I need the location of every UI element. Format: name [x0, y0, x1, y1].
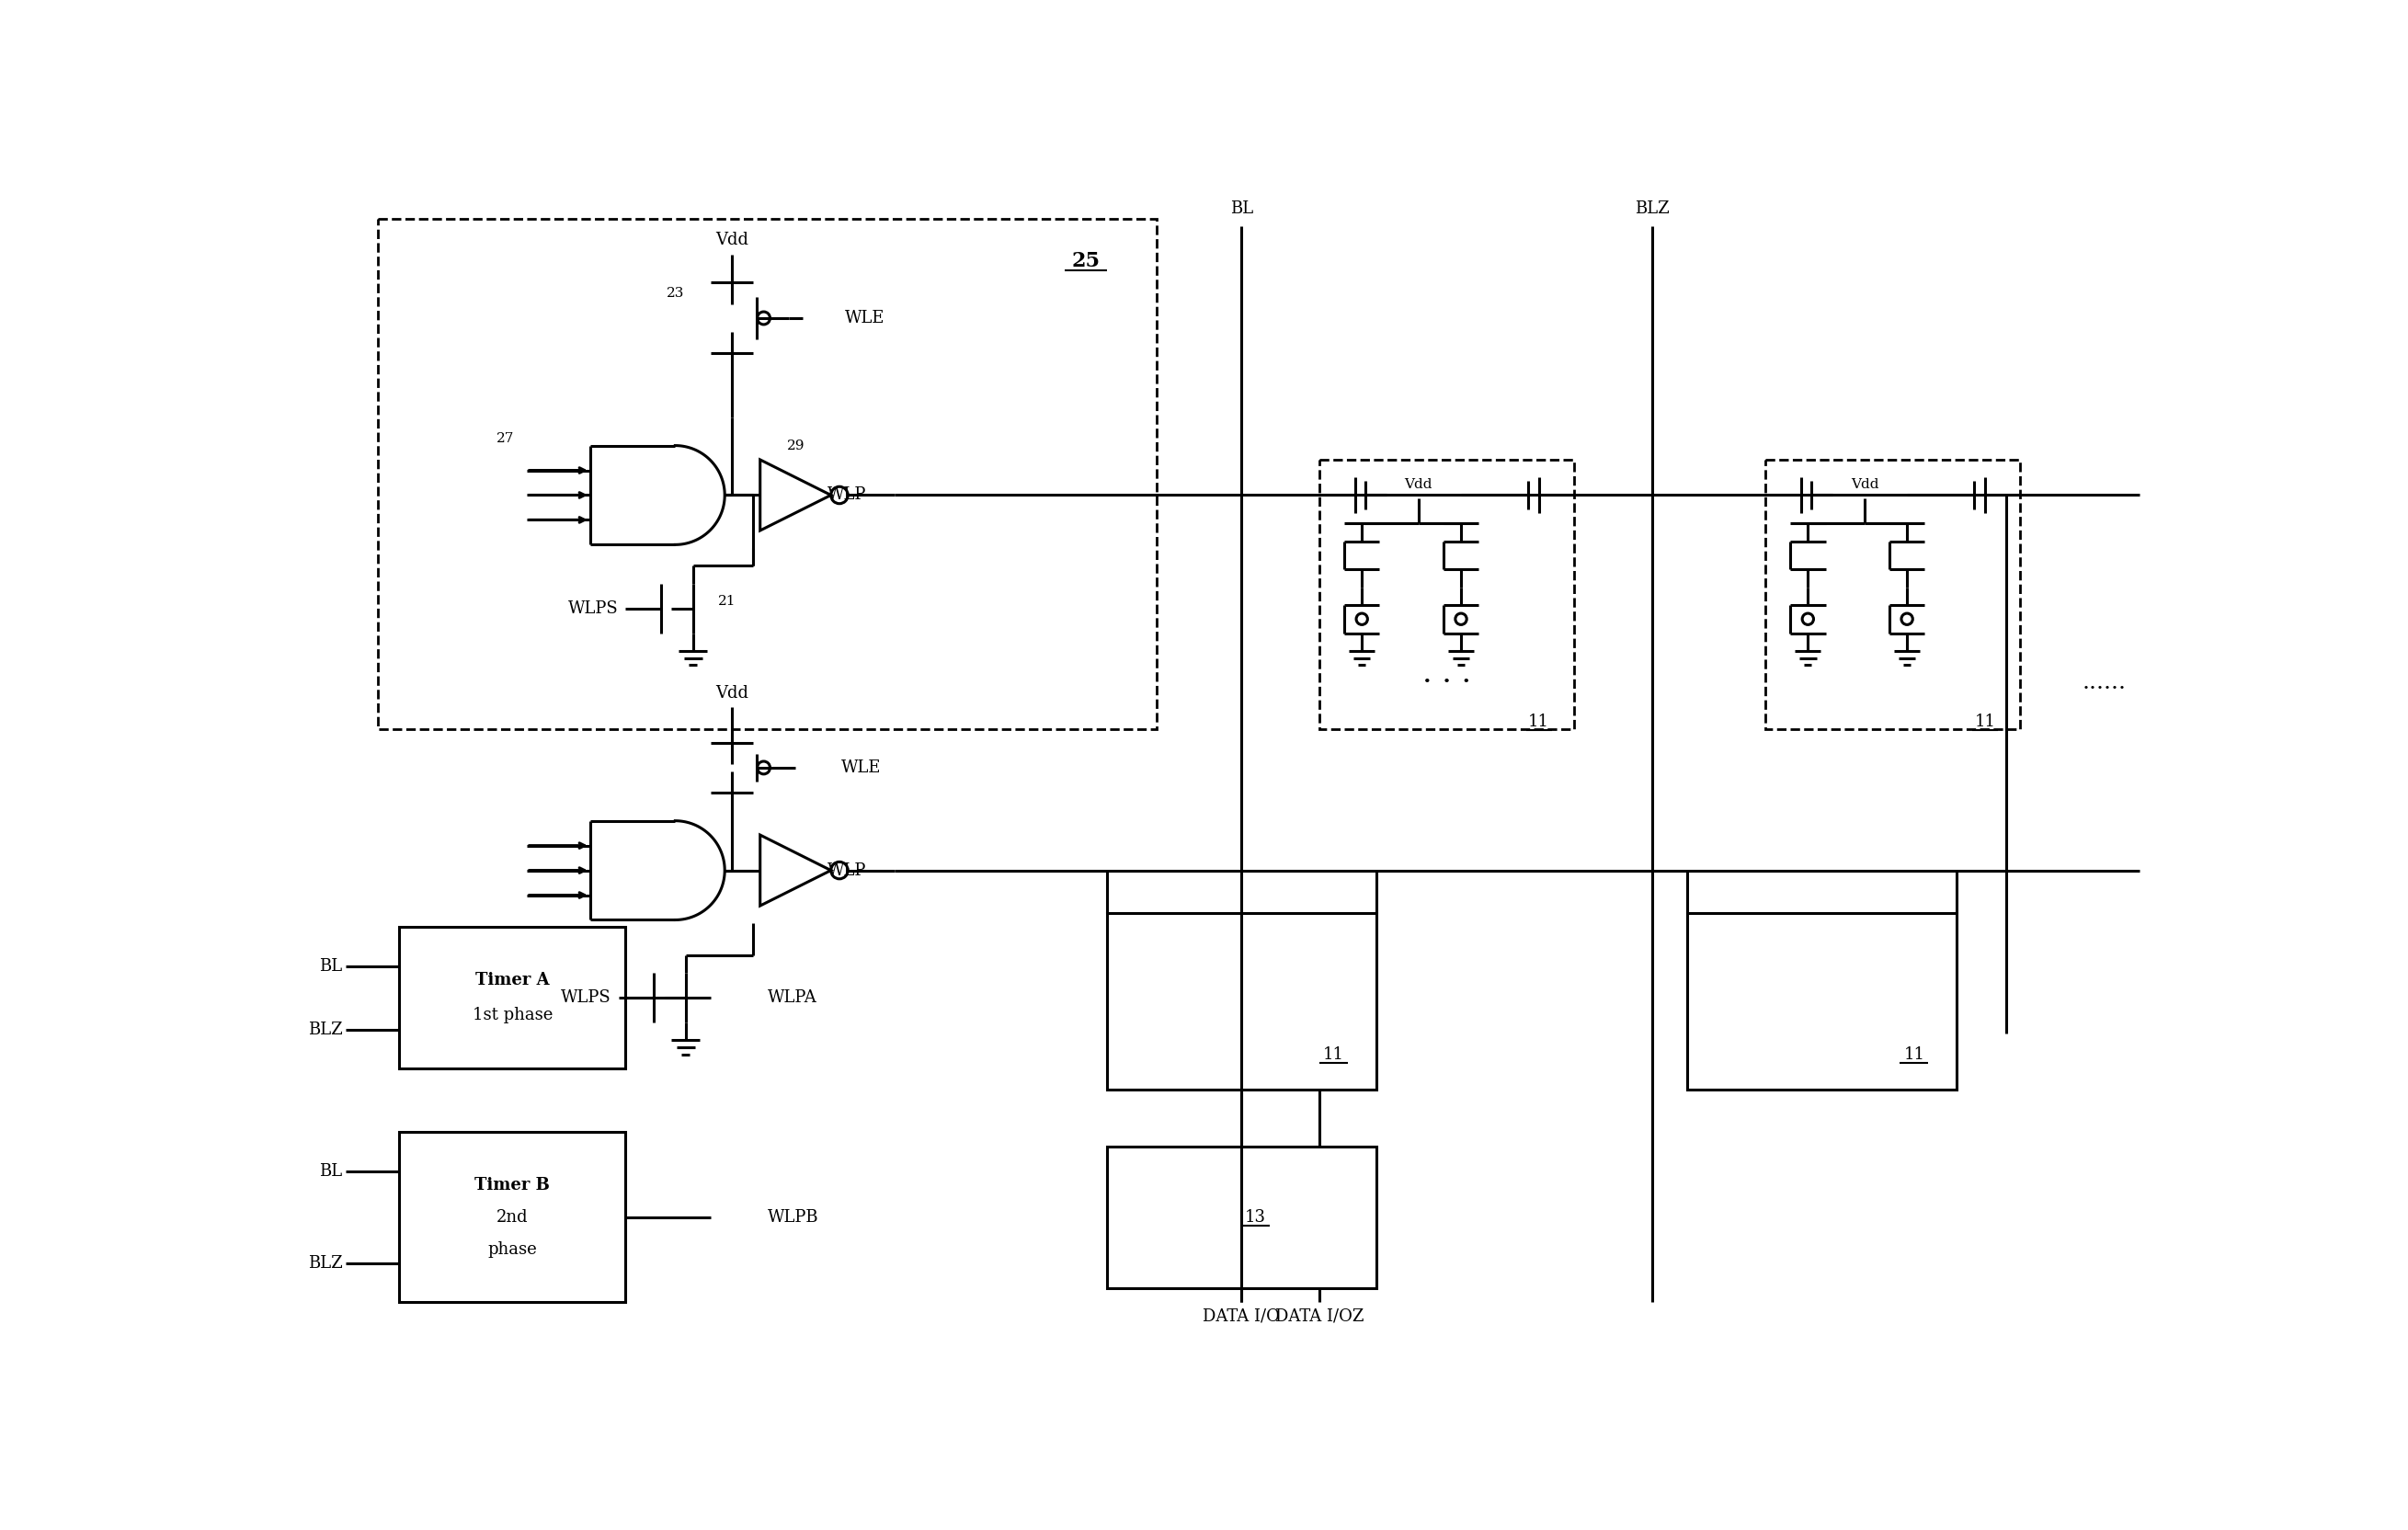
- Text: BL: BL: [320, 958, 342, 975]
- Text: WLP: WLP: [828, 487, 867, 503]
- Text: WLE: WLE: [840, 759, 881, 776]
- Text: BLZ: BLZ: [1635, 200, 1669, 217]
- Bar: [1108, 1146, 1375, 1288]
- Text: BLZ: BLZ: [308, 1022, 342, 1037]
- Text: Vdd: Vdd: [1849, 477, 1878, 491]
- Bar: [400, 1132, 626, 1302]
- Text: Vdd: Vdd: [1404, 477, 1433, 491]
- Bar: [378, 219, 1156, 728]
- Text: Vdd: Vdd: [715, 685, 749, 702]
- Text: DATA I/O: DATA I/O: [1204, 1308, 1281, 1325]
- Text: WLPS: WLPS: [561, 990, 612, 1007]
- Text: Timer B: Timer B: [474, 1177, 549, 1193]
- Text: 1st phase: 1st phase: [472, 1007, 551, 1024]
- Text: WLP: WLP: [828, 861, 867, 878]
- Text: Timer A: Timer A: [474, 972, 549, 988]
- Text: 27: 27: [496, 431, 515, 445]
- Text: · · ·: · · ·: [1423, 669, 1471, 698]
- Text: WLPS: WLPS: [568, 600, 619, 617]
- Bar: [1320, 459, 1575, 728]
- Text: 29: 29: [787, 439, 804, 451]
- Text: WLPB: WLPB: [768, 1209, 819, 1226]
- Bar: [400, 927, 626, 1068]
- Text: 11: 11: [1529, 713, 1548, 730]
- Bar: [1108, 913, 1375, 1089]
- Text: 25: 25: [1072, 251, 1100, 272]
- Text: Vdd: Vdd: [715, 233, 749, 248]
- Text: BL: BL: [320, 1163, 342, 1180]
- Text: 11: 11: [1322, 1047, 1344, 1063]
- Bar: [1688, 913, 1958, 1089]
- Text: 21: 21: [718, 595, 734, 607]
- Text: phase: phase: [486, 1241, 537, 1258]
- Text: 13: 13: [1245, 1209, 1267, 1226]
- Text: WLE: WLE: [845, 311, 886, 326]
- Text: 2nd: 2nd: [496, 1209, 527, 1226]
- Text: 23: 23: [667, 288, 684, 300]
- Text: BLZ: BLZ: [308, 1255, 342, 1271]
- Text: WLPA: WLPA: [768, 990, 816, 1007]
- Bar: [1765, 459, 2020, 728]
- Text: BL: BL: [1230, 200, 1252, 217]
- Text: DATA I/OZ: DATA I/OZ: [1276, 1308, 1363, 1325]
- Text: 11: 11: [1905, 1047, 1924, 1063]
- Text: 11: 11: [1975, 713, 1996, 730]
- Text: ......: ......: [2083, 672, 2126, 693]
